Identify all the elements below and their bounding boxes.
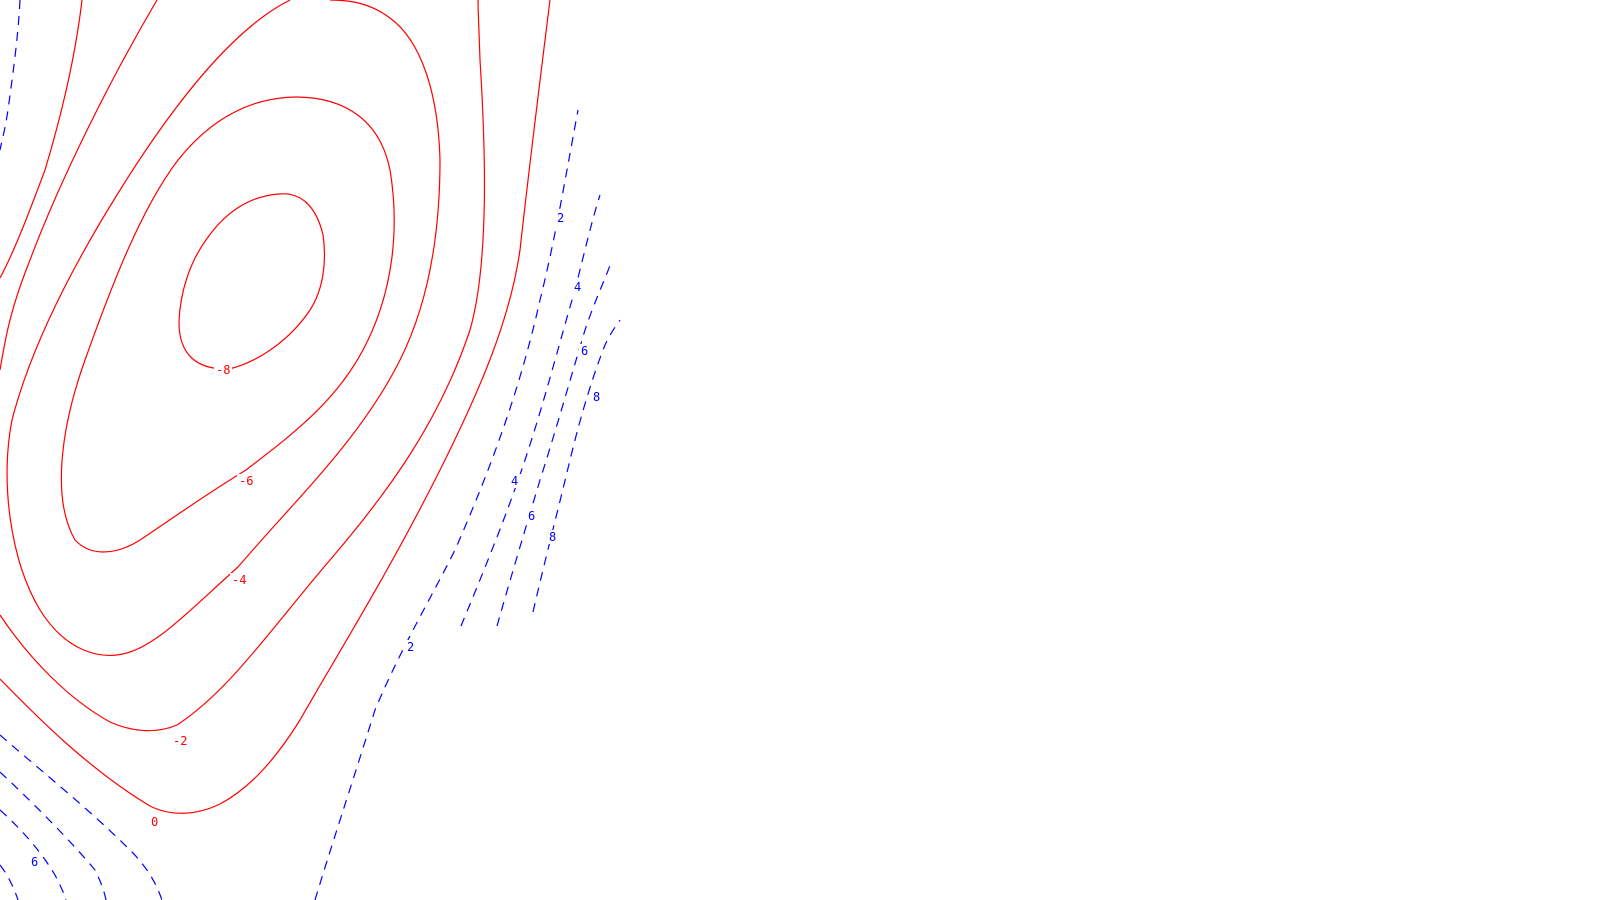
contour-labels: -8 -6 -4 -2 0 2 2 4 4 6 6 6 8 8 xyxy=(29,211,603,869)
contour-line-bottom-left-3 xyxy=(0,809,67,900)
contour-label-8-upper: 8 xyxy=(593,390,600,404)
contour-label-minus-4: -4 xyxy=(232,573,246,587)
contour-line-bottom-left-2 xyxy=(0,771,107,900)
contour-label-minus-6: -6 xyxy=(239,474,253,488)
contour-line-0 xyxy=(0,0,551,814)
contour-label-4-upper: 4 xyxy=(574,280,581,294)
contour-label-minus-8: -8 xyxy=(216,363,230,377)
contour-line-bottom-left-4 xyxy=(0,864,19,900)
contour-line-minus-4 xyxy=(6,0,441,656)
contour-line-2-left xyxy=(0,0,21,151)
contour-label-minus-2: -2 xyxy=(173,734,187,748)
contour-line-minus-6 xyxy=(60,96,395,553)
contour-line-8 xyxy=(532,319,621,613)
contour-line-4 xyxy=(460,194,601,627)
contour-label-6-bottom-left: 6 xyxy=(31,855,38,869)
contour-label-2-lower: 2 xyxy=(407,640,414,654)
contour-label-6-lower: 6 xyxy=(528,509,535,523)
contour-line-bottom-left-1 xyxy=(0,734,163,900)
contour-label-8-lower: 8 xyxy=(549,530,556,544)
contour-line-6 xyxy=(496,259,613,627)
contour-label-2-upper: 2 xyxy=(557,211,564,225)
contour-line-minus-2 xyxy=(0,0,486,732)
positive-contours xyxy=(0,0,621,900)
contour-label-6-upper: 6 xyxy=(581,344,588,358)
contour-line-minus-8 xyxy=(178,193,326,370)
negative-contours xyxy=(0,0,551,814)
contour-label-0: 0 xyxy=(151,815,158,829)
contour-line-2-main xyxy=(314,109,579,900)
contour-label-4-lower: 4 xyxy=(511,474,518,488)
